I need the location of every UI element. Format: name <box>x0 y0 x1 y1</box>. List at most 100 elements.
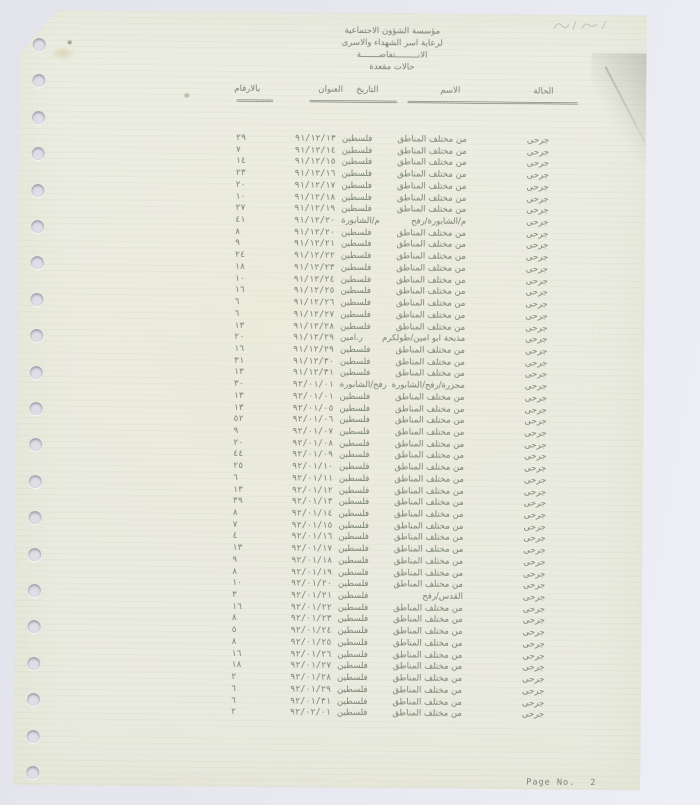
cell-date: ٩٢/٠١/١٧ <box>291 543 333 554</box>
cell-name: من مختلف المناطق <box>396 228 467 239</box>
cell-count: ٢٤ <box>234 250 246 261</box>
feed-hole <box>666 371 679 384</box>
cell-address: فلسطين <box>340 286 372 297</box>
faint-print-remnant <box>573 791 641 798</box>
cell-status: جرحى <box>525 322 548 334</box>
cell-address: فلسطين <box>337 649 368 660</box>
cell-status: جرحى <box>522 604 546 615</box>
cell-address: فلسطين <box>336 696 368 707</box>
cell-name: من مختلف المناطق <box>393 626 463 638</box>
cell-name: من مختلف المناطق <box>396 192 467 204</box>
feed-hole <box>33 38 46 51</box>
document-header: مؤسسة الشؤون الاجتماعية لرعاية اسر الشهد… <box>299 24 484 74</box>
feed-hole <box>665 408 678 421</box>
cell-name: من مختلف المناطق <box>392 649 463 661</box>
cell-count: ١٠ <box>234 273 245 284</box>
feed-hole <box>663 699 676 712</box>
cell-count: ٨ <box>232 566 238 577</box>
feed-hole <box>667 226 680 239</box>
cell-name: من مختلف المناطق <box>394 438 465 450</box>
cell-count: ٢٣ <box>235 168 246 179</box>
cell-name: من مختلف المناطق <box>397 169 467 181</box>
feed-hole <box>26 766 39 779</box>
cell-name: من مختلف المناطق <box>396 181 467 192</box>
cell-name: من مختلف المناطق <box>393 532 464 544</box>
cell-date: ٩١/١٢/١٣ <box>294 133 336 144</box>
cell-count: ١٠ <box>235 191 246 202</box>
cell-date: ٩١/١٢/٣١ <box>292 367 334 379</box>
cell-date: ٩١/١٢/٢٦ <box>293 297 335 308</box>
cell-count: ٢٥ <box>232 461 244 472</box>
cell-status: جرحى <box>524 428 547 439</box>
cell-address: فلسطين <box>341 204 372 215</box>
cell-count: ١٦ <box>231 648 242 659</box>
cell-date: ٩١/١٢/٢٠ <box>294 215 336 226</box>
cell-name: من مختلف المناطق <box>394 450 465 462</box>
feed-hole <box>662 772 675 785</box>
column-rule-name: ========================================… <box>407 97 548 108</box>
cell-address: ر.امين <box>340 333 363 344</box>
cell-name: مذبحة ابو امين/طولكرم <box>381 333 466 345</box>
cell-address: فلسطين <box>340 250 372 262</box>
cell-date: ٩٢/٠١/٠٩ <box>292 449 334 461</box>
cell-count: ١٦ <box>234 285 245 296</box>
cell-date: ٩٢/٠١/١٣ <box>291 496 333 508</box>
cell-status: جرحى <box>523 475 547 486</box>
column-header-date: التاريخ <box>356 84 379 96</box>
cell-name: من مختلف المناطق <box>393 579 464 591</box>
cell-date: ٩٢/٠١/٢٣ <box>290 613 332 625</box>
column-rule-date: ========= <box>367 97 397 107</box>
cell-date: ٩٢/٠١/١١ <box>291 473 333 484</box>
column-header-status: الحالة <box>533 86 554 97</box>
cell-date: ٩٢/٠١/٠٧ <box>292 426 334 437</box>
cell-date: ٩١/١٢/٢٨ <box>293 320 335 332</box>
feed-hole <box>666 335 679 348</box>
cell-status: جرحى <box>523 510 546 521</box>
feed-hole <box>666 298 679 311</box>
column-rule-count: =========== <box>236 95 273 106</box>
cell-address: فلسطين <box>339 368 371 379</box>
feed-hole <box>664 553 677 566</box>
cell-address: فلسطين <box>339 356 371 367</box>
cell-date: ٩١/١٢/١٤ <box>294 145 336 156</box>
cell-address: فلسطين <box>340 344 371 356</box>
cell-name: من مختلف المناطق <box>392 708 462 720</box>
cell-address: فلسطين <box>338 461 370 473</box>
cell-address: فلسطين <box>339 403 371 414</box>
cell-name: من مختلف المناطق <box>393 603 463 614</box>
cell-address: رفح/الشابورة <box>339 379 387 391</box>
cell-name: من مختلف المناطق <box>392 673 463 684</box>
cell-date: ٩١/١٢/٢١ <box>293 238 335 250</box>
cell-status: جرحى <box>523 486 547 498</box>
cell-address: فلسطين <box>337 602 369 613</box>
cell-status: جرحى <box>522 615 546 627</box>
cell-count: ٥٢ <box>233 414 244 425</box>
cell-count: ١٦ <box>234 343 245 354</box>
cell-address: فلسطين <box>338 497 370 508</box>
cell-count: ٦ <box>232 472 239 483</box>
page-footer: Page No. 2 <box>13 773 640 778</box>
cell-date: ٩١/١٢/١٩ <box>294 203 336 215</box>
cell-status: جرحى <box>522 651 545 662</box>
cell-date: ٩٢/٠١/١٥ <box>291 520 333 531</box>
cell-name: من مختلف المناطق <box>394 485 464 497</box>
cell-count: ١٠ <box>231 578 243 589</box>
cell-date: ٩١/١٢/٢٣ <box>293 262 335 273</box>
cell-address: فلسطين <box>337 637 369 648</box>
cell-date: ٩١/١٢/١٥ <box>294 156 336 168</box>
cell-name: من مختلف المناطق <box>395 310 466 321</box>
cell-name: مجزرة/رفح/الشابورة <box>391 380 465 391</box>
cell-count: ١٣ <box>232 484 244 495</box>
cell-status: جرحى <box>525 299 548 310</box>
cell-address: فلسطين <box>337 684 368 695</box>
cell-address: فلسطين <box>340 274 372 285</box>
cell-status: جرحى <box>524 381 548 392</box>
cell-count: ٦ <box>231 683 237 694</box>
cell-status: جرحى <box>522 686 545 697</box>
cell-status: جرحى <box>526 194 549 205</box>
cell-status: جرحى <box>524 346 548 357</box>
cell-status: جرحى <box>523 557 546 568</box>
cell-count: ٣ <box>231 589 238 600</box>
cell-address: فلسطين <box>337 672 368 684</box>
cell-status: جرحى <box>526 217 549 228</box>
